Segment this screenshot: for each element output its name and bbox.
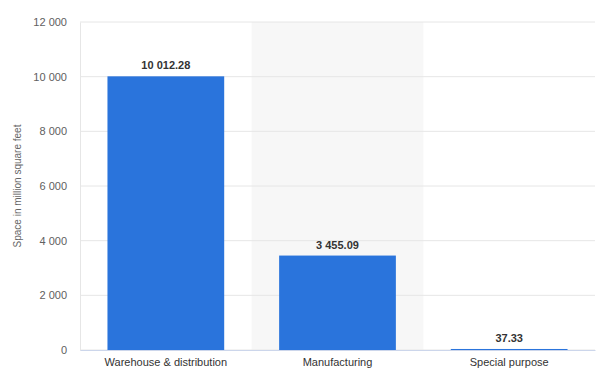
data-label: 10 012.28 — [141, 59, 190, 71]
y-tick: 6 000 — [39, 180, 80, 192]
bar[interactable] — [107, 76, 224, 350]
y-tick: 0 — [61, 344, 80, 356]
x-tick: Special purpose — [470, 350, 549, 368]
x-axis-line — [81, 350, 596, 351]
y-tick-label: 10 000 — [33, 71, 67, 83]
grid-line — [80, 22, 595, 23]
x-tick: Manufacturing — [303, 350, 373, 368]
y-axis-line — [80, 23, 81, 351]
bar[interactable] — [451, 349, 568, 350]
y-axis: 0 2 000 4 000 6 000 8 000 10 000 12 000 — [33, 16, 80, 356]
x-tick-label: Warehouse & distribution — [105, 356, 228, 368]
chart: 0 2 000 4 000 6 000 8 000 10 000 12 000 Warehou… — [0, 0, 602, 376]
grid — [80, 22, 595, 350]
y-tick-label: 0 — [61, 344, 67, 356]
y-tick: 4 000 — [39, 235, 80, 247]
y-tick-label: 8 000 — [39, 125, 67, 137]
data-label: 37.33 — [495, 332, 523, 344]
plot: 0 2 000 4 000 6 000 8 000 10 000 12 000 Warehou… — [33, 16, 595, 368]
x-tick-label: Manufacturing — [303, 356, 373, 368]
y-tick: 10 000 — [33, 71, 80, 83]
bars — [107, 76, 567, 350]
y-tick-label: 2 000 — [39, 289, 67, 301]
y-tick: 12 000 — [33, 16, 80, 28]
data-labels: 10 012.28 3 455.09 37.33 — [141, 59, 523, 344]
y-tick-label: 12 000 — [33, 16, 67, 28]
x-tick-label: Special purpose — [470, 356, 549, 368]
y-tick-label: 4 000 — [39, 235, 67, 247]
y-tick: 2 000 — [39, 289, 80, 301]
x-tick: Warehouse & distribution — [105, 350, 228, 368]
bar[interactable] — [279, 256, 396, 350]
data-label: 3 455.09 — [316, 239, 359, 251]
y-tick-label: 6 000 — [39, 180, 67, 192]
x-axis: Warehouse & distribution Manufacturing Spe… — [81, 350, 596, 368]
y-axis-title: Space in million square feet — [12, 124, 23, 247]
y-tick: 8 000 — [39, 125, 80, 137]
